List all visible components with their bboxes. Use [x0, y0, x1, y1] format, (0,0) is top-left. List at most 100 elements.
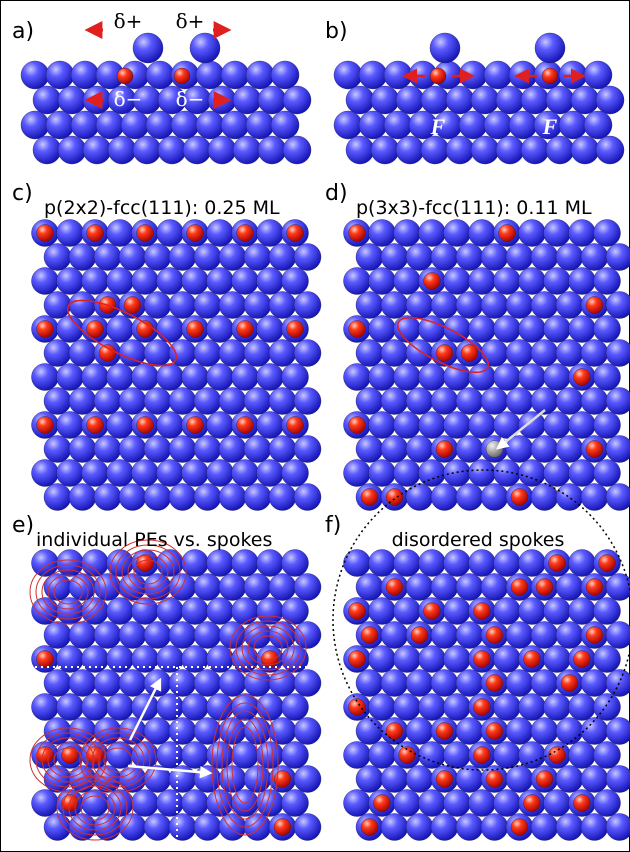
atom [481, 814, 508, 841]
anion [474, 651, 491, 668]
anion [37, 321, 54, 338]
atom [544, 316, 571, 343]
atom [381, 814, 408, 841]
anion [486, 771, 503, 788]
atom [344, 268, 371, 295]
atom [157, 364, 184, 391]
anion [511, 489, 528, 506]
atom [381, 436, 408, 463]
atom [431, 484, 458, 511]
anion [37, 651, 54, 668]
atom [33, 136, 61, 164]
atom [369, 694, 396, 721]
atom [21, 111, 49, 139]
atom [157, 598, 184, 625]
atom [469, 268, 496, 295]
atom [32, 694, 59, 721]
atom [96, 111, 124, 139]
atom [194, 292, 221, 319]
anion [424, 273, 441, 290]
atom [421, 136, 449, 164]
anion [237, 417, 254, 434]
atom [431, 814, 458, 841]
atom [169, 292, 196, 319]
atom [269, 388, 296, 415]
atom [581, 814, 608, 841]
atom [369, 316, 396, 343]
atom [107, 598, 134, 625]
atom [359, 61, 387, 89]
atom [394, 694, 421, 721]
anion [586, 441, 603, 458]
atom [594, 790, 621, 817]
atom [57, 268, 84, 295]
atom [219, 670, 246, 697]
atom [32, 550, 59, 577]
atom [107, 268, 134, 295]
anion [349, 651, 366, 668]
atom [194, 244, 221, 271]
atom [108, 136, 136, 164]
atom [282, 460, 309, 487]
atom [444, 694, 471, 721]
atom [569, 694, 596, 721]
atom [207, 742, 234, 769]
atom [481, 574, 508, 601]
atom [44, 436, 71, 463]
atom [257, 694, 284, 721]
atom [269, 670, 296, 697]
atom [356, 292, 383, 319]
atom [506, 340, 533, 367]
atom [232, 268, 259, 295]
atom [346, 86, 374, 114]
atom [169, 814, 196, 841]
anion [430, 68, 446, 84]
anion [287, 321, 304, 338]
atom [406, 292, 433, 319]
atom [94, 244, 121, 271]
atom [471, 136, 499, 164]
atom [569, 742, 596, 769]
atom [469, 460, 496, 487]
atom [194, 340, 221, 367]
atom [182, 460, 209, 487]
atom [69, 622, 96, 649]
atom [294, 340, 321, 367]
atom [107, 220, 134, 247]
atom [294, 718, 321, 745]
anion [486, 675, 503, 692]
atom [44, 814, 71, 841]
atom [107, 694, 134, 721]
anion [486, 723, 503, 740]
atom [531, 244, 558, 271]
atom [481, 292, 508, 319]
atom [356, 574, 383, 601]
atom [344, 550, 371, 577]
atom [194, 388, 221, 415]
atom [531, 622, 558, 649]
atom [182, 598, 209, 625]
atom [521, 86, 549, 114]
atom [69, 340, 96, 367]
atom [194, 574, 221, 601]
atom [606, 244, 630, 271]
atom [369, 646, 396, 673]
atom [606, 622, 630, 649]
atom [271, 61, 299, 89]
atom [369, 364, 396, 391]
atom [394, 364, 421, 391]
atom [559, 111, 587, 139]
anion [561, 675, 578, 692]
atom [594, 694, 621, 721]
adatom [535, 33, 565, 63]
atom [194, 484, 221, 511]
atom [294, 814, 321, 841]
atom [119, 814, 146, 841]
atom [519, 220, 546, 247]
atom [556, 574, 583, 601]
anion [542, 68, 558, 84]
atom [506, 622, 533, 649]
atom [581, 670, 608, 697]
atom [431, 292, 458, 319]
atom [82, 268, 109, 295]
